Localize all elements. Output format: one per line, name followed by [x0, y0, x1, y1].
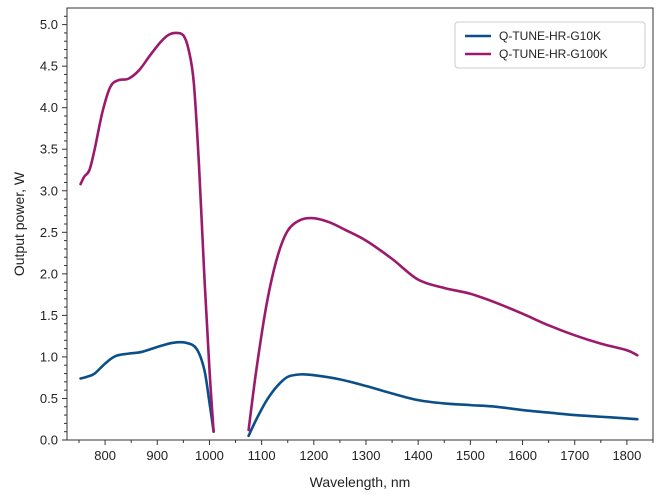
x-tick-label: 1000: [195, 448, 224, 463]
x-tick-label: 1500: [456, 448, 485, 463]
y-tick-label: 0.0: [40, 433, 58, 448]
y-axis-title: Output power, W: [11, 171, 27, 276]
x-tick-label: 1300: [352, 448, 381, 463]
plot-area: [79, 31, 639, 438]
axes: 800 900 1000 1100 1200 1300 1400 1500 1600 1700 18…: [40, 7, 654, 463]
y-tick-label: 3.5: [40, 142, 58, 157]
x-tick-label: 1800: [612, 448, 641, 463]
y-tick-label: 3.0: [40, 183, 58, 198]
x-tick-label: 1600: [508, 448, 537, 463]
y-tick-label: 0.5: [40, 391, 58, 406]
y-tick-label: 4.0: [40, 100, 58, 115]
series-line-2-segment-2: [247, 216, 639, 432]
y-tick-label: 1.5: [40, 308, 58, 323]
x-tick-label: 1400: [404, 448, 433, 463]
legend-label-2: Q-TUNE-HR-G100K: [499, 47, 608, 61]
x-tick-label: 1100: [248, 448, 276, 463]
y-tick-label: 2.5: [40, 225, 58, 240]
y-tick-label: 1.0: [40, 349, 58, 364]
legend: Q-TUNE-HR-G10K Q-TUNE-HR-G100K: [454, 21, 646, 69]
series-line-2-segment-1: [79, 31, 215, 433]
x-tick-label: 900: [146, 448, 168, 463]
x-tick-label: 800: [94, 448, 116, 463]
y-tick-label: 5.0: [40, 17, 58, 32]
series-line-1-segment-1: [79, 340, 215, 433]
x-axis-title: Wavelength, nm: [310, 474, 411, 490]
legend-box: [454, 21, 646, 69]
series-line-1-segment-2: [247, 372, 639, 438]
y-tick-label: 4.5: [40, 59, 58, 74]
x-tick-label: 1200: [299, 448, 328, 463]
y-tick-label: 2.0: [40, 266, 58, 281]
legend-label-1: Q-TUNE-HR-G10K: [499, 29, 601, 43]
plot-frame: [66, 7, 654, 441]
x-tick-label: 1700: [560, 448, 589, 463]
